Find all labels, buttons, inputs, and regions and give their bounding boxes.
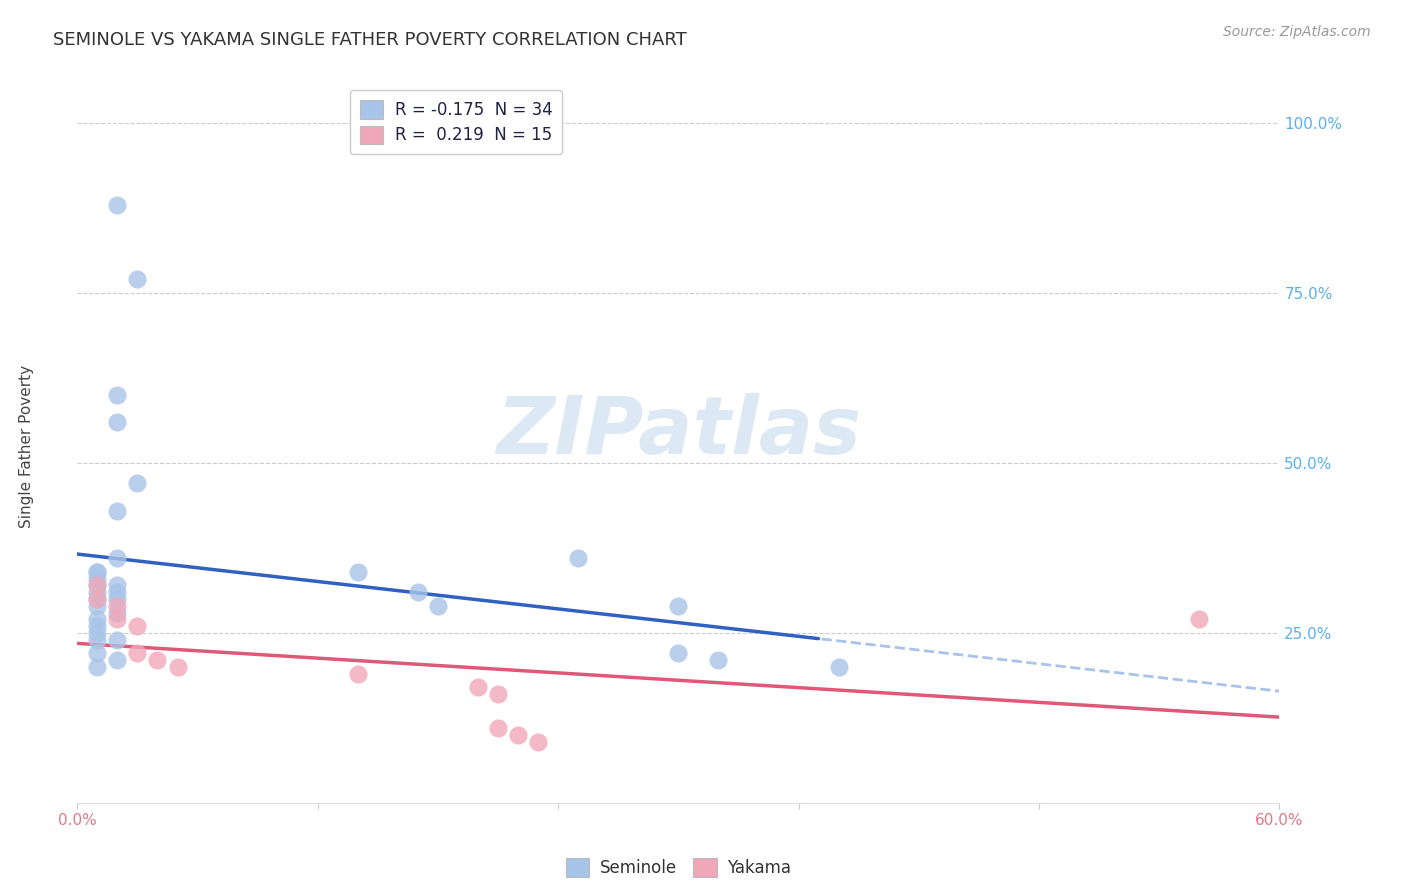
Point <box>86 572 108 586</box>
Point <box>127 272 149 286</box>
Point <box>86 632 108 647</box>
Point <box>86 599 108 613</box>
Point <box>486 687 509 701</box>
Text: ZIPatlas: ZIPatlas <box>496 392 860 471</box>
Point <box>668 646 690 660</box>
Point <box>567 551 589 566</box>
Point <box>86 585 108 599</box>
Point <box>86 626 108 640</box>
Point <box>107 551 129 566</box>
Text: Source: ZipAtlas.com: Source: ZipAtlas.com <box>1223 25 1371 39</box>
Point <box>127 619 149 633</box>
Point <box>347 565 370 579</box>
Point <box>107 503 129 517</box>
Point <box>107 632 129 647</box>
Point <box>427 599 450 613</box>
Point <box>707 653 730 667</box>
Point <box>86 646 108 660</box>
Point <box>86 660 108 674</box>
Point <box>86 565 108 579</box>
Point <box>166 660 188 674</box>
Point <box>86 565 108 579</box>
Point <box>127 476 149 491</box>
Point <box>107 591 129 606</box>
Point <box>467 680 489 694</box>
Point <box>668 599 690 613</box>
Text: SEMINOLE VS YAKAMA SINGLE FATHER POVERTY CORRELATION CHART: SEMINOLE VS YAKAMA SINGLE FATHER POVERTY… <box>53 31 688 49</box>
Point <box>86 578 108 592</box>
Point <box>107 585 129 599</box>
Point <box>828 660 851 674</box>
Point <box>107 578 129 592</box>
Point <box>107 198 129 212</box>
Point <box>86 591 108 606</box>
Point <box>107 606 129 620</box>
Point <box>406 585 429 599</box>
Point <box>527 734 550 748</box>
Point <box>86 612 108 626</box>
Point <box>107 388 129 402</box>
Point <box>508 728 530 742</box>
Legend: Seminole, Yakama: Seminole, Yakama <box>560 852 797 884</box>
Point <box>1188 612 1211 626</box>
Point <box>146 653 169 667</box>
Point <box>107 612 129 626</box>
Point <box>127 646 149 660</box>
Point <box>486 721 509 735</box>
Point <box>107 653 129 667</box>
Point <box>86 591 108 606</box>
Point <box>107 599 129 613</box>
Point <box>86 619 108 633</box>
Point <box>347 666 370 681</box>
Point <box>86 578 108 592</box>
Point <box>107 415 129 429</box>
Text: Single Father Poverty: Single Father Poverty <box>20 365 34 527</box>
